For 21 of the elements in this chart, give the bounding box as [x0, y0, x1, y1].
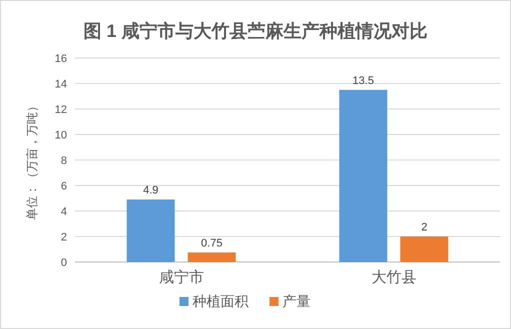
legend-item: 产量: [270, 293, 310, 309]
ytick: 14: [54, 78, 67, 90]
ytick: 4: [60, 206, 67, 218]
data-label: 4.9: [143, 184, 158, 197]
data-label: 13.5: [352, 74, 374, 87]
ytick: 10: [54, 130, 67, 142]
xtick: 咸宁市: [158, 269, 204, 286]
legend-item: 种植面积: [180, 293, 248, 309]
ytick: 8: [60, 155, 67, 167]
ytick: 0: [60, 257, 67, 269]
data-label: 2: [421, 222, 428, 234]
legend-label: 产量: [282, 293, 310, 309]
ytick: 6: [60, 180, 67, 192]
title: 图 1 咸宁市与大竹县苎麻生产种植情况对比: [84, 21, 428, 41]
legend-label: 种植面积: [192, 293, 248, 309]
ytick: 2: [60, 232, 67, 244]
ytick: 16: [54, 53, 67, 65]
data-label: 0.75: [201, 237, 222, 250]
ytick: 12: [54, 104, 67, 116]
ylabel: 单位：（万亩，万吨）: [25, 100, 39, 220]
xtick: 大竹县: [371, 269, 416, 286]
